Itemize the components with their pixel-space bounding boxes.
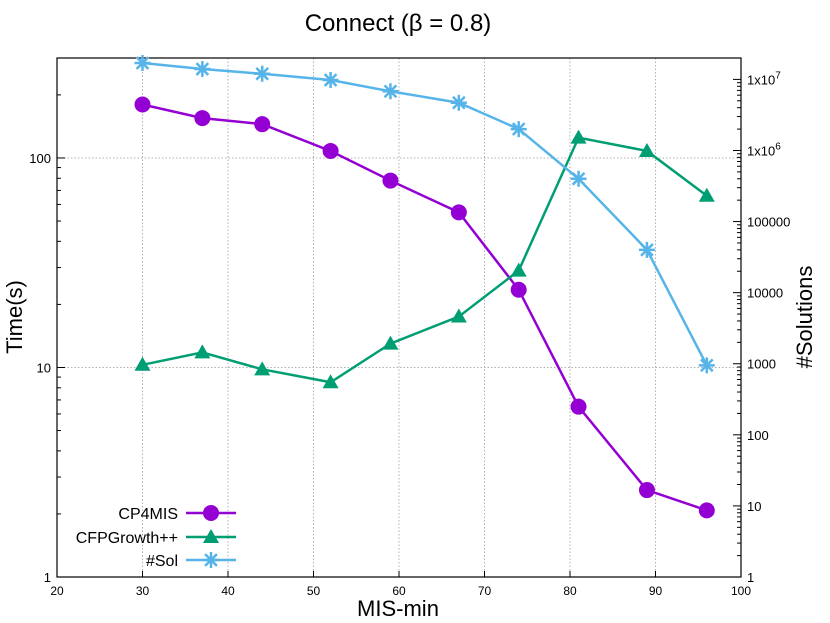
series-star — [134, 55, 715, 374]
data-point — [570, 129, 587, 144]
y-tick-label-right: 1 — [747, 570, 754, 585]
data-point — [382, 83, 399, 100]
y-axis-label-left: Time(s) — [2, 280, 27, 354]
y-tick-label-right-base: 10 — [747, 499, 761, 514]
y-tick-label-right: 10000 — [747, 286, 783, 301]
y-tick-label-right-base: 100000 — [747, 215, 790, 230]
series-line — [142, 103, 708, 512]
data-point — [254, 65, 271, 82]
y-tick-label-right-base: 1x10 — [747, 72, 775, 87]
data-point — [194, 344, 211, 359]
x-axis-label: MIS-min — [357, 596, 439, 621]
y-tick-label-right-base: 10000 — [747, 286, 783, 301]
legend: CP4MIS CFPGrowth++ #Sol — [76, 505, 236, 570]
y-tick-label-right: 100000 — [747, 215, 790, 230]
x-axis: 20 30 40 50 60 70 80 90 100 — [50, 571, 751, 598]
data-point — [194, 61, 211, 78]
y-tick-label-right: 1x106 — [747, 141, 781, 158]
legend-label: #Sol — [146, 553, 178, 570]
data-point — [698, 502, 715, 519]
grid — [57, 58, 741, 577]
y-tick-label-right: 10 — [747, 499, 761, 514]
data-point — [322, 142, 339, 159]
data-point — [382, 335, 399, 350]
x-tick-label: 50 — [307, 584, 321, 598]
y-axis-label-right: #Solutions — [792, 266, 817, 369]
y-tick-label-right-exponent: 6 — [775, 141, 781, 152]
data-point — [638, 241, 655, 258]
data-point — [570, 398, 587, 415]
series-line — [142, 61, 708, 366]
data-point — [510, 121, 527, 138]
data-point — [638, 142, 655, 157]
legend-marker — [203, 529, 219, 543]
y-tick-label-right-base: 1x10 — [747, 143, 775, 158]
series-triangle — [134, 129, 715, 389]
y-tick-label-right: 1000 — [747, 357, 776, 372]
series-circle — [134, 96, 715, 519]
x-tick-label: 90 — [649, 584, 663, 598]
y-tick-label-right-base: 100 — [747, 428, 769, 443]
data-point — [510, 281, 527, 298]
y-tick-label-right-base: 1 — [747, 570, 754, 585]
data-point — [450, 94, 467, 111]
data-point — [134, 96, 151, 113]
legend-label: CP4MIS — [118, 506, 178, 523]
x-tick-label: 60 — [392, 584, 406, 598]
data-point — [134, 55, 151, 72]
data-point — [698, 187, 715, 202]
y-tick-label-left: 10 — [37, 360, 51, 375]
x-tick-label: 40 — [221, 584, 235, 598]
data-point — [322, 374, 339, 389]
x-tick-label: 70 — [478, 584, 492, 598]
series-line — [142, 136, 708, 384]
y-tick-label-right: 100 — [747, 428, 769, 443]
y-axis-left: 1 10 100 — [29, 57, 65, 585]
x-tick-label: 20 — [50, 584, 64, 598]
data-point — [322, 72, 339, 89]
data-point — [382, 172, 399, 189]
legend-marker — [203, 505, 219, 521]
y-tick-label-right: 1x107 — [747, 70, 781, 87]
x-tick-label: 30 — [136, 584, 150, 598]
data-point — [638, 482, 655, 499]
y-tick-label-right-exponent: 7 — [775, 70, 781, 81]
data-point — [510, 262, 527, 277]
y-tick-label-left: 1 — [44, 570, 51, 585]
data-point — [450, 204, 467, 221]
data-point — [698, 357, 715, 374]
series-layer — [134, 55, 715, 519]
data-point — [134, 356, 151, 371]
legend-marker — [203, 552, 219, 568]
legend-label: CFPGrowth++ — [76, 530, 178, 547]
y-tick-label-left: 100 — [29, 151, 51, 166]
data-point — [254, 116, 271, 133]
x-tick-label: 80 — [563, 584, 577, 598]
data-point — [254, 361, 271, 376]
x-tick-label: 100 — [731, 584, 751, 598]
chart-title: Connect (β = 0.8) — [305, 10, 492, 37]
data-point — [194, 110, 211, 127]
y-tick-label-right-base: 1000 — [747, 357, 776, 372]
data-point — [450, 308, 467, 323]
data-point — [570, 170, 587, 187]
